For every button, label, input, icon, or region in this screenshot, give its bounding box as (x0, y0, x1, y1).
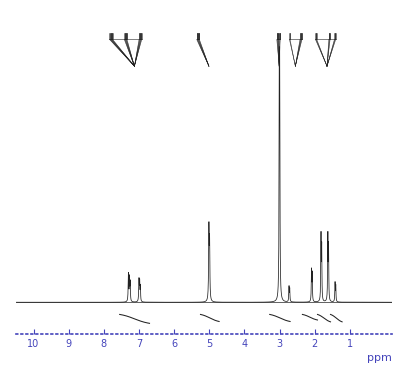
X-axis label: ppm: ppm (367, 353, 392, 363)
